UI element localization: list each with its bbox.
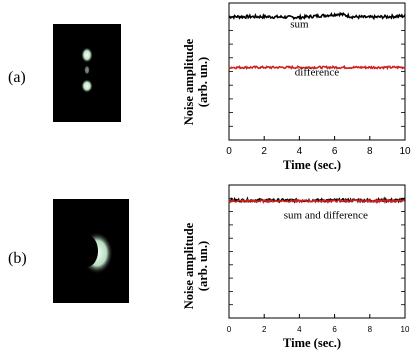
- chart-a-x-tick-label: 2: [261, 146, 267, 157]
- chart-b-series-red: [228, 198, 406, 205]
- chart-a-x-tick-label: 6: [332, 146, 338, 157]
- chart-a-x-label: Time (sec.): [283, 158, 342, 172]
- chart-b-x-label: Time (sec.): [283, 336, 342, 350]
- beam-spot-two-lobes-image: [53, 24, 121, 122]
- panel-b-label: (b): [8, 250, 27, 267]
- chart-a-x-tick-label: 10: [399, 146, 411, 157]
- chart-a-annotation: difference: [295, 67, 339, 79]
- chart-b-annotation: sum and difference: [284, 209, 368, 221]
- chart-a-x-tick-label: 0: [226, 146, 232, 157]
- chart-a-annotation: sum: [290, 19, 309, 31]
- chart-b-x-tick-label: 10: [401, 325, 410, 334]
- chart-a-x-tick-label: 8: [367, 146, 373, 157]
- chart-b-x-tick-label: 8: [368, 325, 373, 334]
- beam-spot-crescent-image: [53, 199, 129, 303]
- chart-a-series-red: [228, 64, 406, 71]
- chart-b-frame: [228, 184, 406, 319]
- chart-b-x-tick-label: 2: [262, 325, 267, 334]
- chart-b-x-tick-label: 6: [332, 325, 337, 334]
- chart-a-x-tick-label: 4: [297, 146, 303, 157]
- chart-b-x-tick-label: 0: [227, 325, 232, 334]
- chart-a-series-black: [228, 11, 406, 21]
- chart-b-x-tick-label: 4: [297, 325, 302, 334]
- panel-a-label: (a): [8, 69, 26, 86]
